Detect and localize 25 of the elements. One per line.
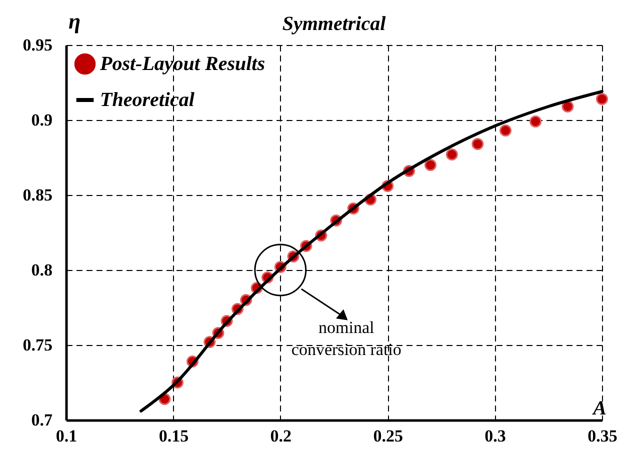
x-tick-label: 0.3	[484, 426, 506, 446]
x-tick-label: 0.35	[588, 426, 618, 446]
point	[446, 148, 458, 160]
y-tick-label: 0.95	[22, 36, 52, 54]
point	[472, 138, 484, 150]
point	[596, 93, 608, 105]
legend-label: Post-Layout Results	[99, 53, 266, 75]
y-axis-title: η	[68, 8, 81, 34]
point	[500, 124, 512, 136]
x-tick-label: 0.25	[373, 426, 403, 446]
x-tick-label: 0.1	[56, 426, 78, 446]
y-tick-label: 0.85	[22, 186, 52, 204]
point	[530, 116, 542, 128]
legend-label: Theoretical	[100, 89, 195, 111]
y-tick-label: 0.7	[31, 410, 53, 430]
point	[562, 100, 574, 112]
y-tick-label: 0.8	[31, 260, 52, 280]
x-tick-label: 0.15	[158, 426, 189, 446]
x-tick-label: 0.2	[270, 426, 292, 446]
annotation: nominal conversion ratio	[291, 318, 402, 359]
point	[254, 244, 307, 296]
point	[424, 159, 436, 171]
y-tick-label: 0.9	[31, 110, 52, 130]
chart-title: Symmetrical	[282, 13, 386, 35]
y-tick-label: 0.75	[22, 336, 52, 354]
